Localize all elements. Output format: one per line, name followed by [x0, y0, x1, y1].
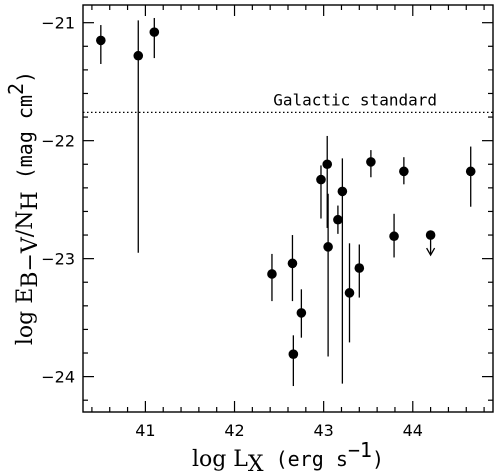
data-point [333, 214, 343, 225]
x-tick-label: 43 [313, 421, 333, 440]
data-point [337, 186, 348, 197]
data-point [344, 288, 355, 298]
y-tick-label: −21 [41, 14, 75, 33]
upper-limits [425, 230, 436, 257]
data-point [323, 242, 333, 252]
x-tick-label: 42 [224, 421, 244, 440]
x-label-sub: X [248, 452, 264, 475]
axis-ticks [83, 5, 493, 412]
data-point [465, 166, 476, 177]
data-point [287, 258, 298, 269]
y-label-prefix: log E [13, 288, 38, 345]
y-label-units-sup: 2 [4, 83, 28, 95]
data-point [366, 157, 376, 167]
upper-limit-arrow-head [426, 247, 436, 257]
y-label-slash: /N [13, 211, 38, 238]
data-point [133, 50, 144, 61]
data-point [288, 349, 299, 359]
x-label-units-close: ) [372, 447, 384, 471]
data-point [96, 35, 106, 46]
y-tick-label: −23 [41, 250, 75, 269]
x-tick-label: 41 [135, 421, 155, 440]
x-tick-label: 44 [403, 421, 423, 440]
axis-tick-labels: 41 42 43 44 −21 −22 −23 −24 [41, 14, 423, 440]
data-point [316, 174, 326, 185]
data-point [149, 27, 160, 37]
y-axis-label: log EB−V/NH (mag cm2) [4, 71, 43, 345]
y-label-sub2: H [18, 191, 43, 210]
y-tick-label: −22 [41, 132, 75, 151]
x-label-units-sup: −1 [348, 438, 372, 462]
data-point [389, 231, 399, 242]
y-label-space [13, 179, 37, 191]
x-label-units-open [264, 447, 276, 471]
x-label-units: (erg s [276, 447, 348, 471]
error-bars [100, 17, 472, 387]
x-axis-label: log LX (erg s−1) [192, 438, 384, 475]
data-points [96, 27, 476, 359]
y-label-units-close: ) [13, 71, 37, 83]
data-point [296, 308, 307, 318]
y-label-sub: B−V [18, 236, 43, 288]
data-point [399, 166, 409, 177]
data-point [267, 269, 277, 279]
data-point [322, 159, 333, 170]
x-label-prefix: log L [192, 447, 248, 472]
galactic-standard-label: Galactic standard [273, 90, 437, 109]
plot-frame [82, 4, 494, 413]
data-point [354, 263, 365, 273]
y-label-units: (mag cm [13, 95, 37, 179]
y-tick-label: −24 [41, 368, 75, 387]
